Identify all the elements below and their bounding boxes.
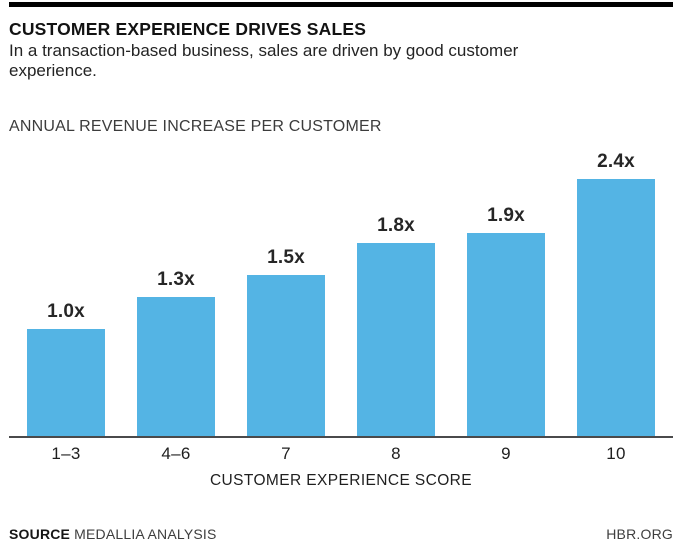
x-tick-label: 10	[606, 444, 626, 463]
source-value: MEDALLIA ANALYSIS	[74, 526, 217, 542]
bar-column: 1.9x	[451, 205, 561, 436]
bar-column: 2.4x	[561, 151, 671, 436]
bar-chart: 1.0x 1.3x 1.5x 1.8x 1.9x 2.4x 1–3 4–6 7 8 9 10 CUS…	[9, 151, 673, 490]
bar-value-label: 1.0x	[47, 301, 85, 322]
x-tick-label: 7	[281, 444, 291, 463]
source-text: SOURCE MEDALLIA ANALYSIS	[9, 526, 217, 542]
bar-column: 1.8x	[341, 215, 451, 436]
bar	[137, 297, 215, 436]
x-axis-label: CUSTOMER EXPERIENCE SCORE	[209, 472, 473, 489]
top-rule	[9, 2, 673, 7]
bar-value-label: 1.9x	[487, 205, 525, 226]
bar-value-label: 1.3x	[157, 269, 195, 290]
hbr-org-link[interactable]: HBR.ORG	[606, 526, 673, 542]
bar-value-label: 1.5x	[267, 247, 305, 268]
x-tick-label: 4–6	[161, 444, 191, 463]
bar	[577, 179, 655, 436]
bar	[27, 329, 105, 436]
x-tick-label: 8	[391, 444, 401, 463]
chart-series-title: ANNUAL REVENUE INCREASE PER CUSTOMER	[9, 118, 382, 135]
x-tick-label: 1–3	[51, 444, 81, 463]
x-axis-ticks: 1–3 4–6 7 8 9 10	[9, 444, 673, 464]
footer: SOURCE MEDALLIA ANALYSIS HBR.ORG	[9, 526, 673, 542]
source-label: SOURCE	[9, 526, 71, 542]
bar-column: 1.0x	[11, 301, 121, 436]
bar-value-label: 1.8x	[377, 215, 415, 236]
bar-value-label: 2.4x	[597, 151, 635, 172]
bar	[467, 233, 545, 436]
x-axis-line	[9, 436, 673, 438]
page-title: CUSTOMER EXPERIENCE DRIVES SALES	[9, 19, 367, 39]
bar	[247, 275, 325, 436]
x-tick-label: 9	[501, 444, 511, 463]
plot-area: 1.0x 1.3x 1.5x 1.8x 1.9x 2.4x	[9, 151, 673, 436]
bar	[357, 243, 435, 436]
chart-subtitle: In a transaction-based business, sales a…	[9, 41, 519, 80]
bar-column: 1.5x	[231, 247, 341, 436]
bar-column: 1.3x	[121, 269, 231, 436]
